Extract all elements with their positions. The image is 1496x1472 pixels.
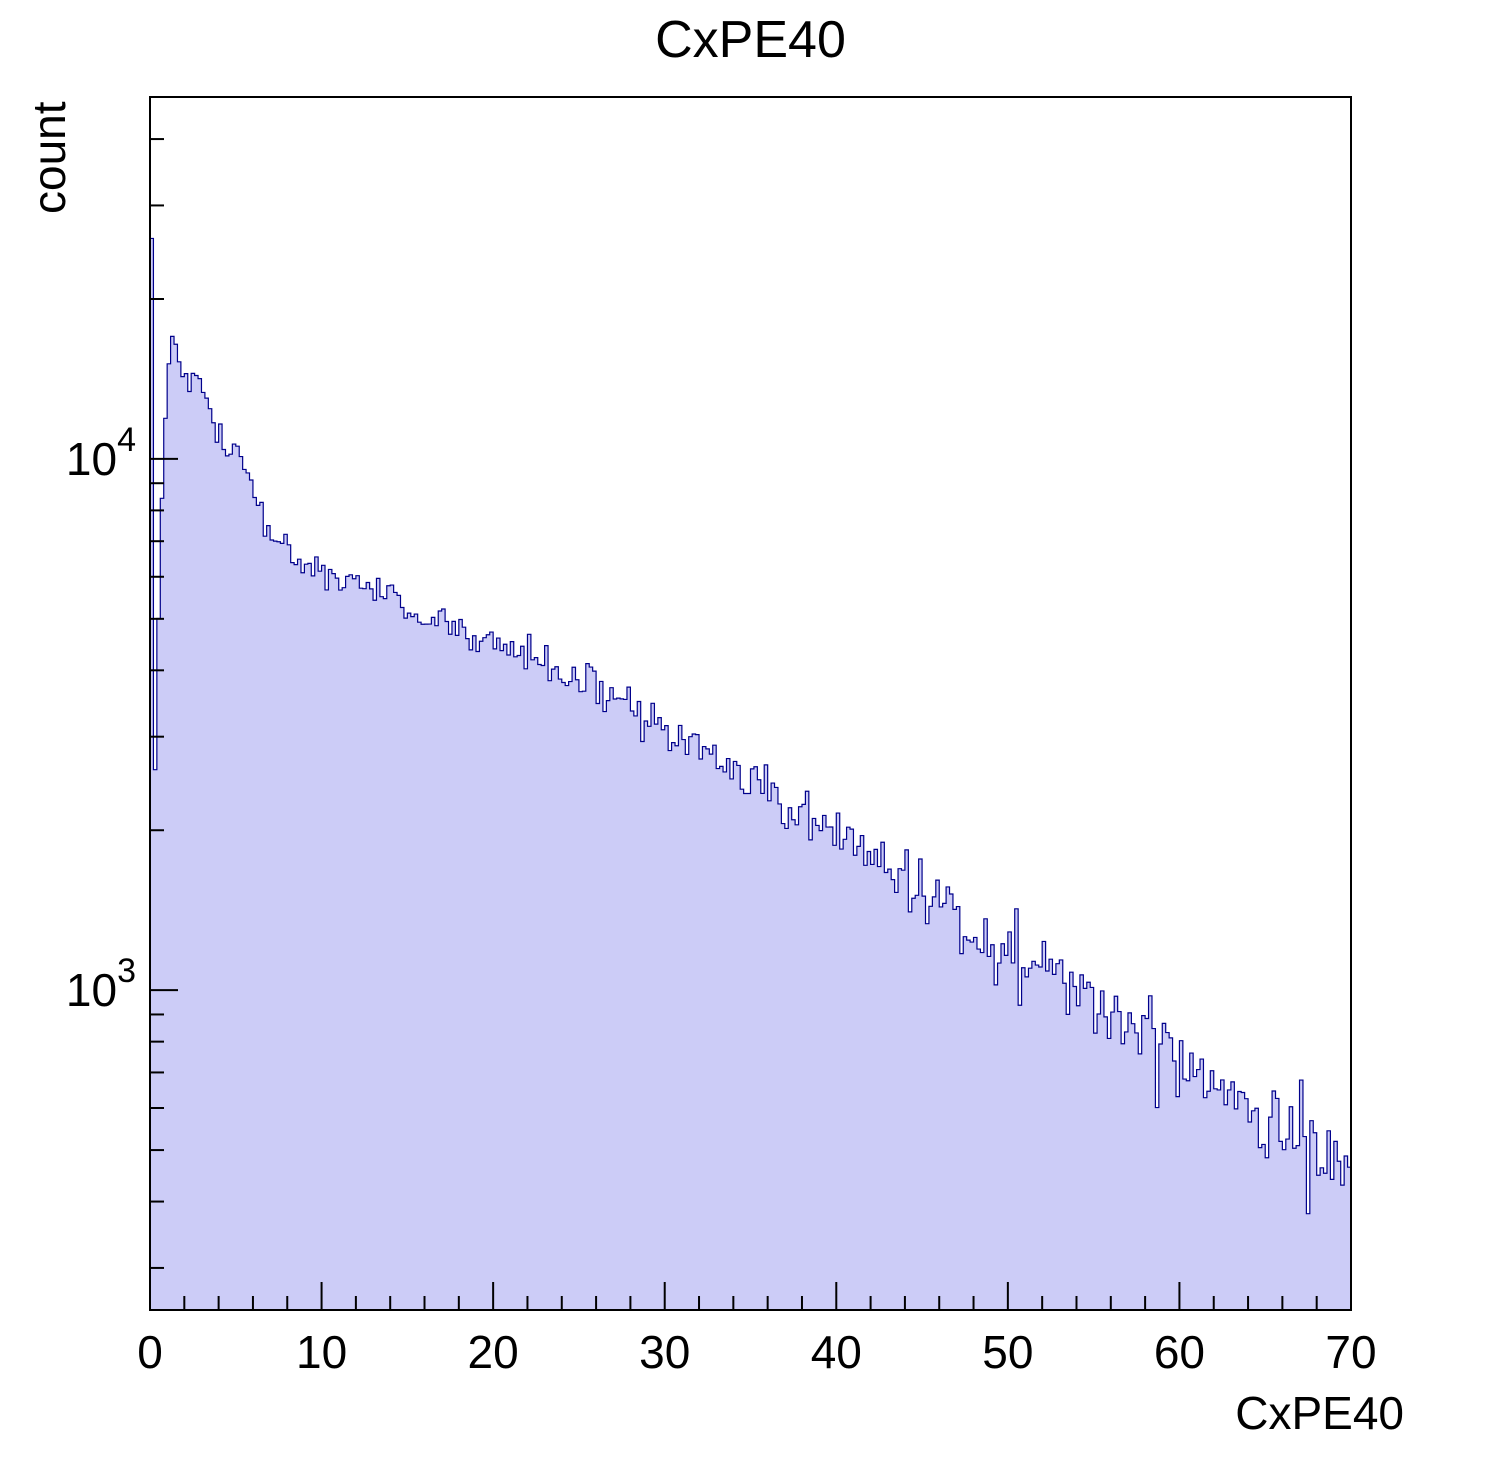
svg-text:104: 104 (66, 421, 136, 485)
svg-text:0: 0 (137, 1326, 163, 1378)
svg-text:103: 103 (66, 952, 136, 1016)
svg-text:70: 70 (1325, 1326, 1376, 1378)
chart-title: CxPE40 (655, 11, 846, 69)
svg-text:40: 40 (811, 1326, 862, 1378)
svg-text:60: 60 (1154, 1326, 1205, 1378)
svg-text:20: 20 (468, 1326, 519, 1378)
svg-text:30: 30 (639, 1326, 690, 1378)
svg-text:10: 10 (296, 1326, 347, 1378)
y-axis-label: count (23, 101, 75, 214)
x-axis-label: CxPE40 (1235, 1387, 1404, 1439)
svg-text:50: 50 (982, 1326, 1033, 1378)
